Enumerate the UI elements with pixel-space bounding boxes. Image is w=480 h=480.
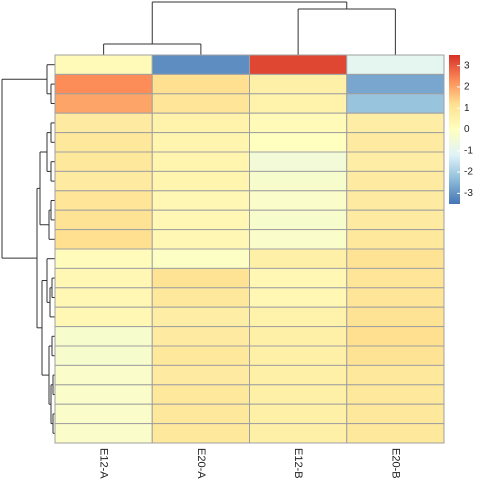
heatmap-cell: [347, 55, 444, 74]
heatmap-cell: [55, 249, 152, 268]
heatmap-cell: [250, 424, 347, 443]
heatmap-cell: [152, 424, 249, 443]
heatmap-cell: [55, 55, 152, 74]
heatmap-cell: [250, 365, 347, 384]
legend-tick-label: -3: [464, 188, 473, 199]
heatmap-cell: [250, 307, 347, 326]
heatmap-cell: [347, 152, 444, 171]
column-label: E12-A: [98, 448, 110, 479]
heatmap-cell: [152, 365, 249, 384]
heatmap-cell: [55, 365, 152, 384]
legend-tick-label: -2: [464, 167, 473, 178]
heatmap-cell: [152, 74, 249, 93]
heatmap-cell: [55, 346, 152, 365]
heatmap-cell: [55, 210, 152, 229]
heatmap-cell: [152, 385, 249, 404]
heatmap-cell: [347, 327, 444, 346]
heatmap-cell: [152, 307, 249, 326]
legend-tick-label: 3: [464, 60, 470, 71]
heatmap-cell: [152, 249, 249, 268]
column-label: E20-B: [389, 448, 401, 479]
heatmap-cell: [250, 385, 347, 404]
heatmap-cell: [347, 133, 444, 152]
heatmap-cell: [152, 133, 249, 152]
legend-tick-label: -1: [464, 145, 473, 156]
heatmap-cell: [250, 152, 347, 171]
column-dendrogram: [104, 2, 396, 55]
heatmap-cell: [55, 268, 152, 287]
heatmap-cell: [152, 288, 249, 307]
heatmap-cell: [55, 424, 152, 443]
heatmap-cell: [347, 385, 444, 404]
heatmap-cell: [152, 94, 249, 113]
heatmap-cell: [250, 171, 347, 190]
heatmap-cell: [250, 55, 347, 74]
heatmap-cell: [347, 171, 444, 190]
heatmap-cell: [250, 74, 347, 93]
heatmap-cell: [152, 152, 249, 171]
column-labels: E12-A E20-A E12-B E20-B: [98, 448, 402, 479]
heatmap-cell: [55, 74, 152, 93]
heatmap-cell: [347, 74, 444, 93]
heatmap-cell: [347, 268, 444, 287]
legend-tick-label: 2: [464, 82, 470, 93]
heatmap-cell: [250, 346, 347, 365]
heatmap-cell: [55, 385, 152, 404]
heatmap-cell: [55, 113, 152, 132]
heatmap-cell: [55, 327, 152, 346]
heatmap-cell: [347, 288, 444, 307]
heatmap-cell: [250, 288, 347, 307]
heatmap-cell: [55, 288, 152, 307]
heatmap-cell: [250, 268, 347, 287]
heatmap-cells: [55, 55, 444, 443]
heatmap-cell: [55, 171, 152, 190]
heatmap-cell: [347, 249, 444, 268]
heatmap-cell: [55, 230, 152, 249]
color-legend: 3 2 1 0 -1 -2 -3: [449, 55, 473, 204]
heatmap-cell: [152, 230, 249, 249]
heatmap-cell: [250, 210, 347, 229]
heatmap-cell: [152, 327, 249, 346]
heatmap-cell: [152, 171, 249, 190]
legend-tick-label: 1: [464, 103, 470, 114]
heatmap-cell: [250, 191, 347, 210]
heatmap-cell: [55, 152, 152, 171]
heatmap-cell: [347, 346, 444, 365]
heatmap-cell: [55, 404, 152, 423]
row-dendrogram: [2, 65, 55, 434]
heatmap-cell: [250, 327, 347, 346]
heatmap-cell: [347, 210, 444, 229]
column-label: E20-A: [195, 448, 207, 479]
heatmap-cell: [55, 94, 152, 113]
heatmap-cell: [152, 191, 249, 210]
heatmap-cell: [55, 307, 152, 326]
heatmap-cell: [250, 230, 347, 249]
heatmap-cell: [347, 113, 444, 132]
heatmap-cell: [347, 191, 444, 210]
heatmap-cell: [347, 230, 444, 249]
heatmap-cell: [55, 191, 152, 210]
heatmap-cell: [347, 404, 444, 423]
heatmap-cell: [152, 210, 249, 229]
heatmap-cell: [347, 424, 444, 443]
heatmap-cell: [347, 365, 444, 384]
heatmap-cell: [250, 249, 347, 268]
heatmap-cell: [152, 55, 249, 74]
legend-tick-label: 0: [464, 124, 470, 135]
heatmap-cell: [250, 133, 347, 152]
heatmap-cell: [347, 307, 444, 326]
heatmap-cell: [250, 113, 347, 132]
heatmap-cell: [250, 404, 347, 423]
heatmap-cell: [152, 268, 249, 287]
heatmap-cell: [152, 346, 249, 365]
heatmap-cell: [152, 113, 249, 132]
heatmap-cell: [347, 94, 444, 113]
column-label: E12-B: [292, 448, 304, 479]
heatmap-cell: [55, 133, 152, 152]
heatmap-cell: [152, 404, 249, 423]
heatmap-cell: [250, 94, 347, 113]
